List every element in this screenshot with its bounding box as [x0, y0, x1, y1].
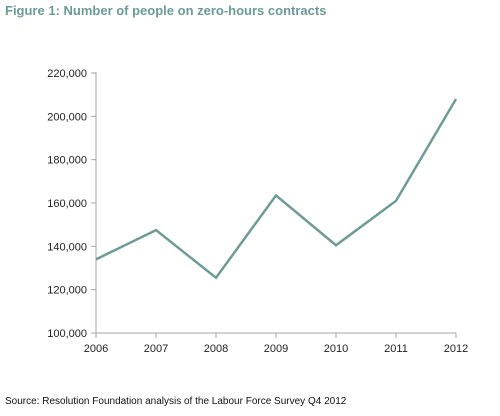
source-note: Source: Resolution Foundation analysis o…: [5, 396, 347, 407]
chart-title: Figure 1: Number of people on zero-hours…: [5, 3, 327, 18]
x-axis-ticks: 2006 2007 2008 2009 2010 2011 2012: [84, 333, 468, 355]
y-tick-label: 200,000: [47, 111, 87, 123]
data-point: [215, 277, 217, 279]
y-tick-label: 180,000: [47, 155, 87, 167]
data-point: [275, 194, 277, 196]
data-point: [335, 244, 337, 246]
data-point: [395, 200, 397, 202]
y-tick-label: 100,000: [47, 328, 87, 340]
x-tick-label: 2011: [384, 343, 408, 355]
x-tick-label: 2012: [444, 343, 468, 355]
y-axis-ticks: 100,000 120,000 140,000 160,000 180,000 200,0…: [47, 68, 96, 340]
x-tick-label: 2008: [204, 343, 228, 355]
data-point: [155, 229, 157, 231]
x-tick-label: 2009: [264, 343, 288, 355]
y-tick-label: 120,000: [47, 285, 87, 297]
y-tick-label: 160,000: [47, 198, 87, 210]
data-point: [455, 98, 457, 100]
x-tick-label: 2007: [144, 343, 168, 355]
x-tick-label: 2010: [324, 343, 348, 355]
y-tick-label: 140,000: [47, 241, 87, 253]
series-zero-hours-contracts: [95, 98, 458, 280]
data-point: [95, 258, 97, 260]
x-tick-label: 2006: [84, 343, 108, 355]
series-line: [95, 98, 458, 280]
y-tick-label: 220,000: [47, 68, 87, 80]
